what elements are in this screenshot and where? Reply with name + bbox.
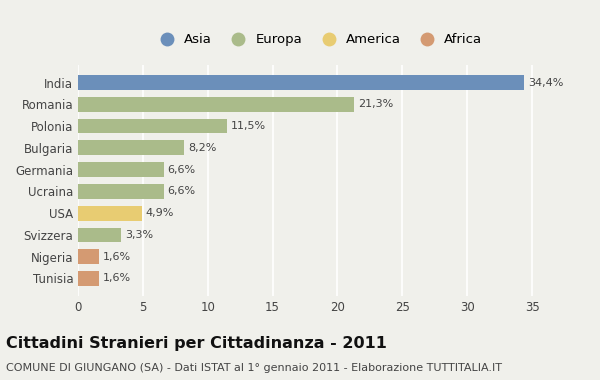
Text: 21,3%: 21,3% [358,99,394,109]
Text: Cittadini Stranieri per Cittadinanza - 2011: Cittadini Stranieri per Cittadinanza - 2… [6,336,387,351]
Bar [78,119,227,133]
Bar [78,162,164,177]
Bar [78,184,164,199]
Bar [78,228,121,242]
Text: COMUNE DI GIUNGANO (SA) - Dati ISTAT al 1° gennaio 2011 - Elaborazione TUTTITALI: COMUNE DI GIUNGANO (SA) - Dati ISTAT al … [6,363,502,373]
Text: 11,5%: 11,5% [231,121,266,131]
Bar [78,249,99,264]
Text: 34,4%: 34,4% [528,78,563,87]
Bar [78,75,524,90]
Bar [78,206,142,220]
Text: 3,3%: 3,3% [125,230,153,240]
Bar [78,97,355,112]
Legend: Asia, Europa, America, Africa: Asia, Europa, America, Africa [149,30,487,51]
Text: 6,6%: 6,6% [167,186,196,196]
Bar [78,271,99,286]
Text: 6,6%: 6,6% [167,165,196,175]
Text: 8,2%: 8,2% [188,143,217,153]
Bar [78,141,184,155]
Text: 1,6%: 1,6% [103,274,131,283]
Text: 1,6%: 1,6% [103,252,131,262]
Text: 4,9%: 4,9% [145,208,174,218]
